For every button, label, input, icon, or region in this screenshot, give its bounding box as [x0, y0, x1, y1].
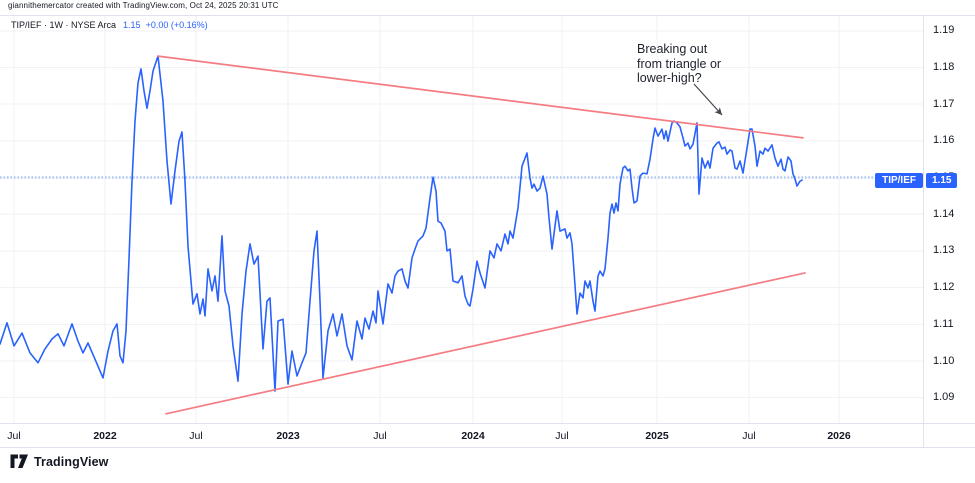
price-axis-label: 1.09 [933, 391, 955, 404]
attribution-text: giannithemercator created with TradingVi… [8, 1, 279, 10]
time-axis-label: 2024 [461, 430, 485, 442]
price-axis-label: 1.13 [933, 244, 955, 257]
price-axis-label: 1.18 [933, 61, 955, 73]
price-axis-label: 1.10 [933, 354, 955, 367]
tradingview-logo[interactable]: TradingView [10, 453, 109, 470]
time-axis-label: 2026 [827, 430, 851, 442]
price-axis-label: 1.19 [933, 24, 955, 37]
price-axis-label: 1.17 [933, 97, 955, 110]
symbol-title[interactable]: TIP/IEF · 1W · NYSE Arca [11, 20, 117, 30]
tradingview-logo-icon [10, 454, 28, 468]
symbol-values: 1.15 +0.00 (+0.16%) [123, 20, 208, 30]
time-axis-label: Jul [7, 430, 21, 442]
price-change: +0.00 (+0.16%) [145, 20, 208, 30]
price-badge-symbol: TIP/IEF [875, 173, 923, 188]
price-axis-border [923, 15, 924, 448]
time-axis-label: 2025 [645, 430, 669, 442]
breakout-annotation[interactable]: Breaking out from triangle or lower-high… [637, 42, 722, 85]
tradingview-logo-text: TradingView [34, 454, 109, 469]
symbol-legend[interactable]: TIP/IEF · 1W · NYSE Arca 1.15 +0.00 (+0.… [11, 20, 208, 30]
upper-trendline [157, 55, 804, 139]
annotation-arrow [693, 83, 723, 116]
price-axis-label: 1.14 [933, 207, 955, 220]
time-axis-label: Jul [373, 430, 387, 442]
time-axis-label: 2022 [93, 430, 117, 442]
time-axis-label: Jul [555, 430, 569, 442]
price-series-line [0, 55, 803, 392]
time-axis-border [0, 423, 975, 424]
price-badge-value: 1.15 [926, 173, 958, 188]
lower-trendline [165, 272, 806, 415]
time-axis-bottom-border [0, 447, 975, 448]
last-price: 1.15 [123, 20, 141, 30]
time-axis-label: 2023 [276, 430, 300, 442]
price-axis-label: 1.12 [933, 281, 955, 294]
time-axis-label: Jul [742, 430, 756, 442]
time-axis-label: Jul [189, 430, 203, 442]
price-axis-label: 1.11 [933, 317, 954, 330]
chart-top-border [0, 15, 975, 16]
price-axis-label: 1.16 [933, 134, 955, 147]
